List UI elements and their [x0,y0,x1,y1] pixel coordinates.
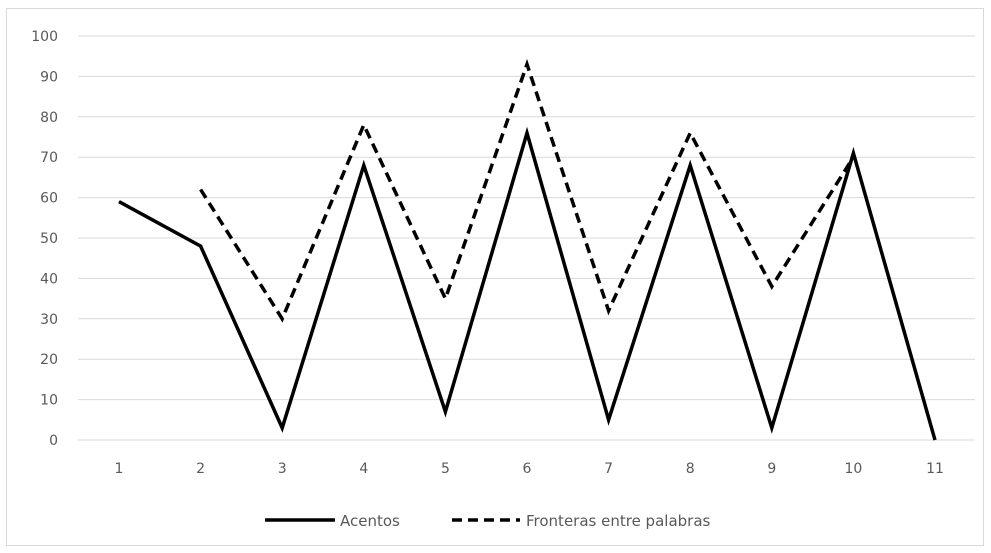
y-tick-label: 80 [40,110,58,126]
y-tick-label: 20 [40,352,58,368]
legend-label-fronteras: Fronteras entre palabras [526,512,711,530]
y-axis-tick-labels: 0 10 20 30 40 50 60 70 80 90 100 [31,29,58,449]
series-lines [118,58,937,441]
gridlines [78,35,975,441]
chart-frame [6,8,984,546]
x-tick-label: 7 [604,461,613,477]
x-tick-label: 10 [844,461,862,477]
x-tick-label: 6 [523,461,532,477]
x-tick-label: 9 [767,461,776,477]
y-tick-label: 10 [40,393,58,409]
y-tick-label: 100 [31,29,58,45]
x-tick-label: 1 [115,461,124,477]
y-tick-label: 60 [40,191,58,207]
y-tick-label: 0 [49,433,58,449]
x-tick-label: 8 [686,461,695,477]
series-line-fronteras [199,58,855,323]
x-tick-label: 2 [196,461,205,477]
legend-label-acentos: Acentos [340,512,400,530]
series-line-acentos [118,126,937,441]
y-tick-label: 30 [40,312,58,328]
x-tick-label: 4 [359,461,368,477]
y-tick-label: 70 [40,150,58,166]
y-tick-label: 40 [40,271,58,287]
y-tick-label: 90 [40,69,58,85]
x-axis-tick-labels: 1 2 3 4 5 6 7 8 9 10 11 [115,461,944,477]
x-tick-label: 5 [441,461,450,477]
legend: Acentos Fronteras entre palabras [265,512,711,530]
x-tick-label: 11 [926,461,944,477]
x-tick-label: 3 [278,461,287,477]
y-tick-label: 50 [40,231,58,247]
